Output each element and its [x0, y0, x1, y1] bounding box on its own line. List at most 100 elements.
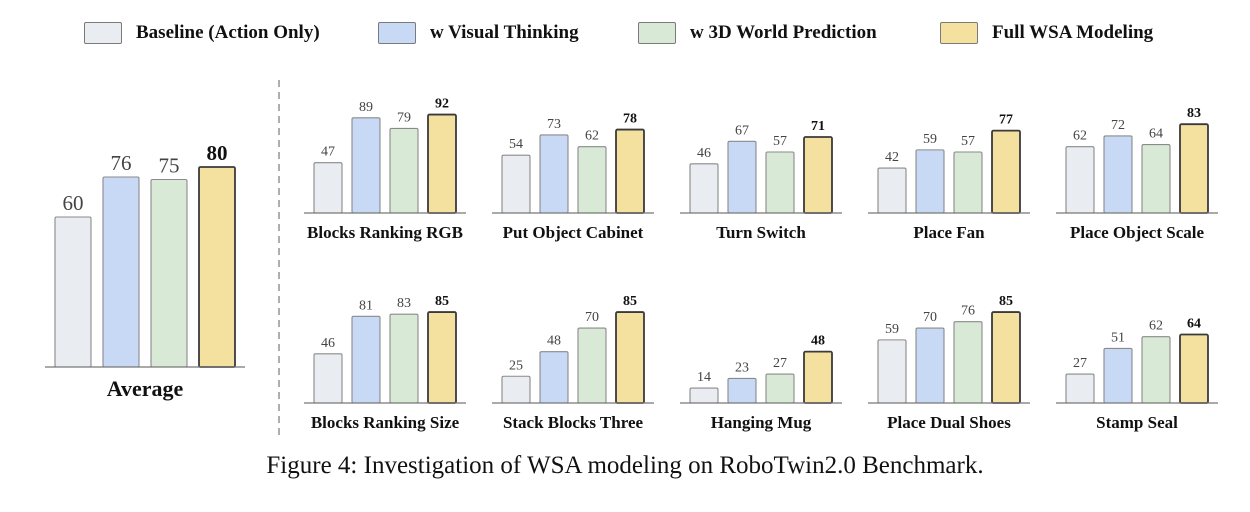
value-label-stamp-seal-full-wsa: 64 [1187, 317, 1201, 332]
bar-turn-switch-3d-world-prediction [765, 151, 795, 214]
legend-label-full-wsa: Full WSA Modeling [992, 22, 1154, 43]
bar-average-visual-thinking [102, 176, 140, 368]
bar-blocks-ranking-size-visual-thinking [351, 315, 381, 404]
bar-blocks-ranking-size-3d-world-prediction [389, 313, 419, 404]
value-label-average-3d-world-prediction: 75 [159, 154, 180, 178]
panel-put-object-cabinet: 54 73 62 78 Put Object Cabinet [492, 112, 654, 242]
legend-swatch-3d-world-prediction [638, 22, 676, 44]
value-label-blocks-ranking-size-baseline: 46 [321, 336, 335, 351]
value-label-place-object-scale-visual-thinking: 72 [1111, 118, 1125, 133]
value-label-put-object-cabinet-3d-world-prediction: 62 [585, 129, 599, 144]
value-label-place-fan-3d-world-prediction: 57 [961, 134, 975, 149]
panel-turn-switch: 46 67 57 71 Turn Switch [680, 119, 842, 242]
value-label-blocks-ranking-rgb-visual-thinking: 89 [359, 100, 373, 115]
bar-stack-blocks-three-3d-world-prediction [577, 327, 607, 404]
value-label-average-visual-thinking: 76 [111, 151, 132, 175]
panel-place-object-scale: 62 72 64 83 Place Object Scale [1056, 106, 1218, 242]
bar-put-object-cabinet-baseline [501, 154, 531, 214]
value-label-place-dual-shoes-baseline: 59 [885, 322, 899, 337]
value-label-place-object-scale-baseline: 62 [1073, 129, 1087, 144]
value-label-put-object-cabinet-full-wsa: 78 [623, 112, 637, 127]
bar-stack-blocks-three-full-wsa [615, 311, 645, 404]
bar-put-object-cabinet-3d-world-prediction [577, 146, 607, 214]
value-label-turn-switch-visual-thinking: 67 [735, 123, 749, 138]
panel-blocks-ranking-rgb: 47 89 79 92 Blocks Ranking RGB [304, 97, 466, 242]
legend: Baseline (Action Only) w Visual Thinking… [0, 22, 1250, 54]
chart-area: 60 76 75 80 Average 47 89 79 92 Blocks Ranking RG… [45, 80, 1218, 438]
value-label-place-fan-visual-thinking: 59 [923, 132, 937, 147]
panel-title-hanging-mug: Hanging Mug [711, 413, 812, 432]
legend-item-full-wsa: Full WSA Modeling [940, 22, 1153, 44]
panel-title-blocks-ranking-rgb: Blocks Ranking RGB [307, 223, 463, 242]
value-label-place-dual-shoes-3d-world-prediction: 76 [961, 304, 975, 319]
bar-blocks-ranking-size-full-wsa [427, 311, 457, 404]
value-label-stack-blocks-three-full-wsa: 85 [623, 294, 637, 309]
bar-stamp-seal-baseline [1065, 373, 1095, 404]
bar-average-baseline [54, 216, 92, 368]
bar-stack-blocks-three-baseline [501, 375, 531, 404]
panel-title-place-object-scale: Place Object Scale [1070, 223, 1205, 242]
legend-label-3d-world-prediction: w 3D World Prediction [690, 22, 877, 43]
value-label-average-full-wsa: 80 [207, 141, 228, 165]
value-label-blocks-ranking-size-full-wsa: 85 [435, 294, 449, 309]
value-label-stamp-seal-baseline: 27 [1073, 356, 1087, 371]
legend-label-visual-thinking: w Visual Thinking [430, 22, 579, 43]
legend-label-baseline: Baseline (Action Only) [136, 22, 320, 43]
bar-place-object-scale-full-wsa [1179, 123, 1209, 214]
bar-blocks-ranking-rgb-full-wsa [427, 113, 457, 214]
value-label-stamp-seal-visual-thinking: 51 [1111, 330, 1125, 345]
value-label-place-fan-baseline: 42 [885, 150, 899, 165]
panel-title-place-fan: Place Fan [913, 223, 985, 242]
bar-blocks-ranking-rgb-baseline [313, 162, 343, 214]
value-label-hanging-mug-baseline: 14 [697, 370, 711, 385]
panel-place-dual-shoes: 59 70 76 85 Place Dual Shoes [868, 294, 1030, 432]
value-label-hanging-mug-visual-thinking: 23 [735, 360, 749, 375]
panel-hanging-mug: 14 23 27 48 Hanging Mug [680, 334, 842, 432]
panel-place-fan: 42 59 57 77 Place Fan [868, 113, 1030, 242]
bar-turn-switch-baseline [689, 163, 719, 214]
value-label-hanging-mug-full-wsa: 48 [811, 334, 825, 349]
bar-place-fan-baseline [877, 167, 907, 214]
bar-place-fan-visual-thinking [915, 149, 945, 214]
bar-stamp-seal-visual-thinking [1103, 347, 1133, 404]
bar-hanging-mug-baseline [689, 387, 719, 404]
bar-stack-blocks-three-visual-thinking [539, 351, 569, 404]
panel-stack-blocks-three: 25 48 70 85 Stack Blocks Three [492, 294, 654, 432]
panel-stamp-seal: 27 51 62 64 Stamp Seal [1056, 317, 1218, 432]
bar-blocks-ranking-rgb-3d-world-prediction [389, 127, 419, 214]
bar-place-object-scale-baseline [1065, 146, 1095, 214]
bar-blocks-ranking-rgb-visual-thinking [351, 117, 381, 214]
value-label-blocks-ranking-rgb-3d-world-prediction: 79 [397, 110, 411, 125]
value-label-blocks-ranking-rgb-full-wsa: 92 [435, 97, 449, 112]
bar-place-object-scale-visual-thinking [1103, 135, 1133, 214]
value-label-stack-blocks-three-baseline: 25 [509, 358, 523, 373]
bar-hanging-mug-visual-thinking [727, 377, 757, 404]
value-label-turn-switch-full-wsa: 71 [811, 119, 825, 134]
value-label-place-object-scale-full-wsa: 83 [1187, 106, 1201, 121]
legend-item-baseline: Baseline (Action Only) [84, 22, 320, 44]
legend-item-3d-world-prediction: w 3D World Prediction [638, 22, 877, 44]
bar-stamp-seal-full-wsa [1179, 333, 1209, 404]
panel-title-place-dual-shoes: Place Dual Shoes [887, 413, 1011, 432]
panel-title-stack-blocks-three: Stack Blocks Three [503, 413, 644, 432]
bar-put-object-cabinet-full-wsa [615, 128, 645, 214]
bar-turn-switch-visual-thinking [727, 140, 757, 214]
figure-caption: Figure 4: Investigation of WSA modeling … [266, 452, 984, 479]
panel-title-turn-switch: Turn Switch [716, 223, 806, 242]
bar-hanging-mug-3d-world-prediction [765, 373, 795, 404]
value-label-blocks-ranking-size-visual-thinking: 81 [359, 298, 373, 313]
value-label-place-object-scale-3d-world-prediction: 64 [1149, 127, 1163, 142]
bar-average-3d-world-prediction [150, 178, 188, 368]
bar-stamp-seal-3d-world-prediction [1141, 336, 1171, 404]
value-label-place-dual-shoes-visual-thinking: 70 [923, 310, 937, 325]
value-label-stack-blocks-three-visual-thinking: 48 [547, 334, 561, 349]
value-label-blocks-ranking-size-3d-world-prediction: 83 [397, 296, 411, 311]
bar-place-fan-3d-world-prediction [953, 151, 983, 214]
value-label-put-object-cabinet-baseline: 54 [509, 137, 523, 152]
panel-title-put-object-cabinet: Put Object Cabinet [503, 223, 644, 242]
value-label-stamp-seal-3d-world-prediction: 62 [1149, 319, 1163, 334]
legend-item-visual-thinking: w Visual Thinking [378, 22, 579, 44]
value-label-blocks-ranking-rgb-baseline: 47 [321, 145, 335, 160]
bar-turn-switch-full-wsa [803, 136, 833, 214]
